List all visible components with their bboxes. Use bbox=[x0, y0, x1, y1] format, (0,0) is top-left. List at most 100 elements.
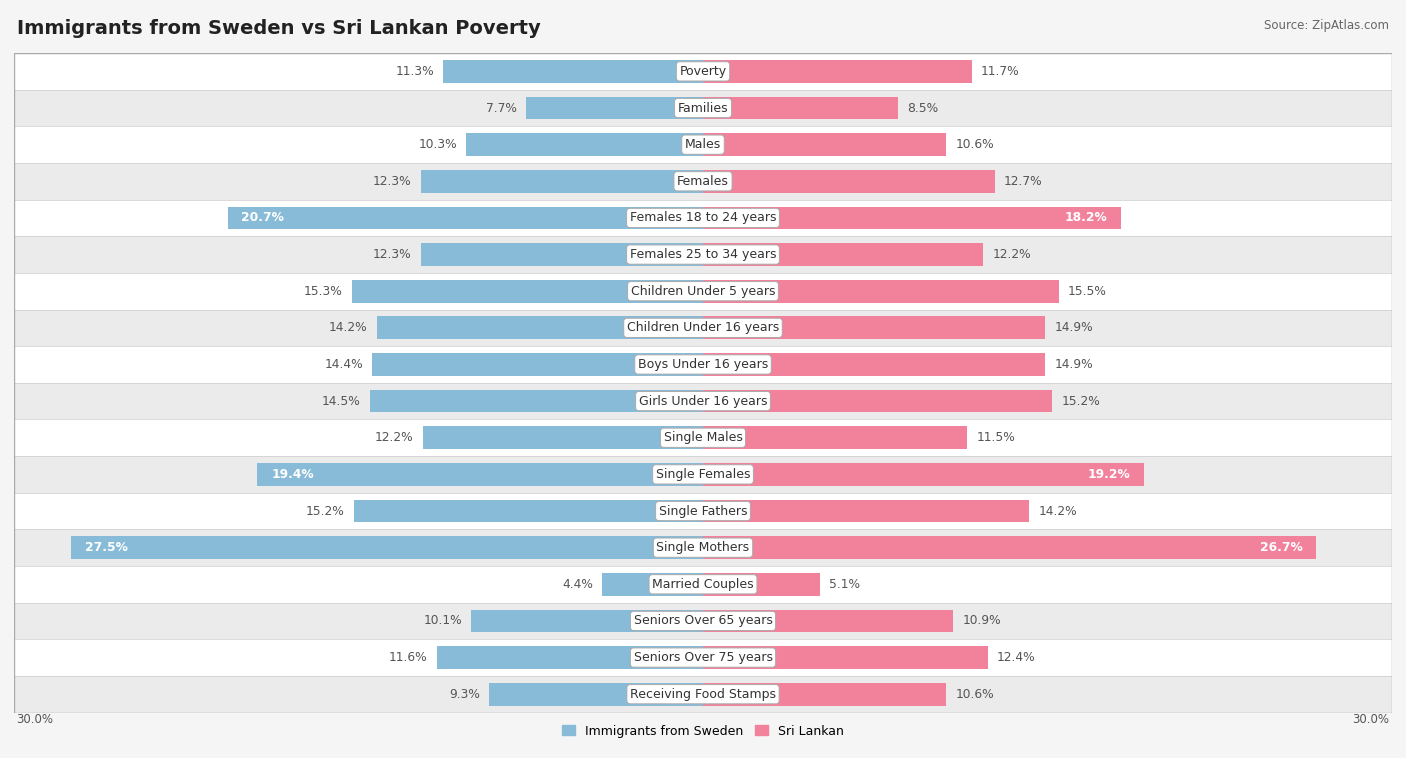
Text: 10.9%: 10.9% bbox=[963, 615, 1001, 628]
Bar bbox=[14, 309, 1392, 346]
Bar bbox=[14, 419, 1392, 456]
Text: 15.5%: 15.5% bbox=[1069, 285, 1107, 298]
Text: 5.1%: 5.1% bbox=[830, 578, 860, 590]
Bar bbox=[703, 133, 946, 156]
Bar bbox=[703, 390, 1052, 412]
Text: Single Females: Single Females bbox=[655, 468, 751, 481]
Text: 12.2%: 12.2% bbox=[375, 431, 413, 444]
Text: 12.2%: 12.2% bbox=[993, 248, 1031, 261]
Bar bbox=[703, 537, 1316, 559]
Bar bbox=[14, 89, 1392, 127]
Text: Immigrants from Sweden vs Sri Lankan Poverty: Immigrants from Sweden vs Sri Lankan Pov… bbox=[17, 19, 541, 38]
Bar bbox=[703, 280, 1059, 302]
Bar bbox=[703, 683, 946, 706]
Bar bbox=[257, 463, 703, 486]
Text: Families: Families bbox=[678, 102, 728, 114]
Bar bbox=[14, 273, 1392, 309]
Text: 15.2%: 15.2% bbox=[1062, 395, 1099, 408]
Text: Children Under 5 years: Children Under 5 years bbox=[631, 285, 775, 298]
Bar bbox=[14, 236, 1392, 273]
Text: 19.2%: 19.2% bbox=[1087, 468, 1130, 481]
Bar bbox=[526, 97, 703, 119]
Bar bbox=[703, 97, 898, 119]
Text: 19.4%: 19.4% bbox=[271, 468, 314, 481]
Bar bbox=[72, 537, 703, 559]
Text: Seniors Over 75 years: Seniors Over 75 years bbox=[634, 651, 772, 664]
Text: 14.9%: 14.9% bbox=[1054, 321, 1092, 334]
Text: 14.2%: 14.2% bbox=[1038, 505, 1077, 518]
Text: Single Fathers: Single Fathers bbox=[659, 505, 747, 518]
Bar bbox=[703, 500, 1029, 522]
Bar bbox=[703, 573, 820, 596]
Text: 11.7%: 11.7% bbox=[981, 65, 1019, 78]
Text: 8.5%: 8.5% bbox=[907, 102, 939, 114]
Text: 15.2%: 15.2% bbox=[307, 505, 344, 518]
Text: Seniors Over 65 years: Seniors Over 65 years bbox=[634, 615, 772, 628]
Bar bbox=[14, 603, 1392, 639]
Text: 12.3%: 12.3% bbox=[373, 248, 412, 261]
Bar bbox=[420, 170, 703, 193]
Bar bbox=[228, 207, 703, 229]
Bar bbox=[703, 207, 1121, 229]
Text: 14.9%: 14.9% bbox=[1054, 358, 1092, 371]
Bar bbox=[377, 317, 703, 339]
Text: Married Couples: Married Couples bbox=[652, 578, 754, 590]
Bar bbox=[370, 390, 703, 412]
Text: 18.2%: 18.2% bbox=[1064, 211, 1107, 224]
Text: Females 25 to 34 years: Females 25 to 34 years bbox=[630, 248, 776, 261]
Bar bbox=[703, 60, 972, 83]
Text: 10.3%: 10.3% bbox=[419, 138, 457, 151]
Bar bbox=[14, 163, 1392, 199]
Text: 14.4%: 14.4% bbox=[325, 358, 363, 371]
Bar bbox=[703, 609, 953, 632]
Bar bbox=[14, 127, 1392, 163]
Text: Boys Under 16 years: Boys Under 16 years bbox=[638, 358, 768, 371]
Bar bbox=[352, 280, 703, 302]
Text: 12.3%: 12.3% bbox=[373, 175, 412, 188]
Text: Girls Under 16 years: Girls Under 16 years bbox=[638, 395, 768, 408]
Text: 14.2%: 14.2% bbox=[329, 321, 368, 334]
Text: 4.4%: 4.4% bbox=[562, 578, 593, 590]
Text: Single Males: Single Males bbox=[664, 431, 742, 444]
Text: 12.7%: 12.7% bbox=[1004, 175, 1042, 188]
Text: 11.5%: 11.5% bbox=[976, 431, 1015, 444]
Text: 10.6%: 10.6% bbox=[956, 688, 994, 700]
Text: 10.6%: 10.6% bbox=[956, 138, 994, 151]
Text: 7.7%: 7.7% bbox=[486, 102, 517, 114]
Bar bbox=[703, 463, 1144, 486]
Text: 10.1%: 10.1% bbox=[423, 615, 461, 628]
Text: 11.6%: 11.6% bbox=[389, 651, 427, 664]
Text: 11.3%: 11.3% bbox=[395, 65, 434, 78]
Text: 20.7%: 20.7% bbox=[242, 211, 284, 224]
Text: Poverty: Poverty bbox=[679, 65, 727, 78]
Bar bbox=[354, 500, 703, 522]
Bar bbox=[423, 427, 703, 449]
Bar bbox=[14, 53, 1392, 89]
Bar bbox=[703, 317, 1045, 339]
Bar bbox=[703, 353, 1045, 376]
Bar bbox=[467, 133, 703, 156]
Bar bbox=[14, 199, 1392, 236]
Bar bbox=[471, 609, 703, 632]
Legend: Immigrants from Sweden, Sri Lankan: Immigrants from Sweden, Sri Lankan bbox=[557, 719, 849, 743]
Bar bbox=[703, 427, 967, 449]
Text: Single Mothers: Single Mothers bbox=[657, 541, 749, 554]
Text: Females 18 to 24 years: Females 18 to 24 years bbox=[630, 211, 776, 224]
Bar bbox=[373, 353, 703, 376]
Text: Females: Females bbox=[678, 175, 728, 188]
Bar bbox=[703, 243, 983, 266]
Text: Males: Males bbox=[685, 138, 721, 151]
Bar bbox=[14, 676, 1392, 713]
Bar bbox=[437, 647, 703, 669]
Text: 9.3%: 9.3% bbox=[450, 688, 481, 700]
Bar bbox=[703, 170, 994, 193]
Text: Children Under 16 years: Children Under 16 years bbox=[627, 321, 779, 334]
Bar bbox=[14, 566, 1392, 603]
Bar bbox=[489, 683, 703, 706]
Text: 30.0%: 30.0% bbox=[1353, 713, 1389, 726]
Text: Source: ZipAtlas.com: Source: ZipAtlas.com bbox=[1264, 19, 1389, 32]
Bar bbox=[602, 573, 703, 596]
Text: 27.5%: 27.5% bbox=[86, 541, 128, 554]
Text: 12.4%: 12.4% bbox=[997, 651, 1036, 664]
Bar bbox=[420, 243, 703, 266]
